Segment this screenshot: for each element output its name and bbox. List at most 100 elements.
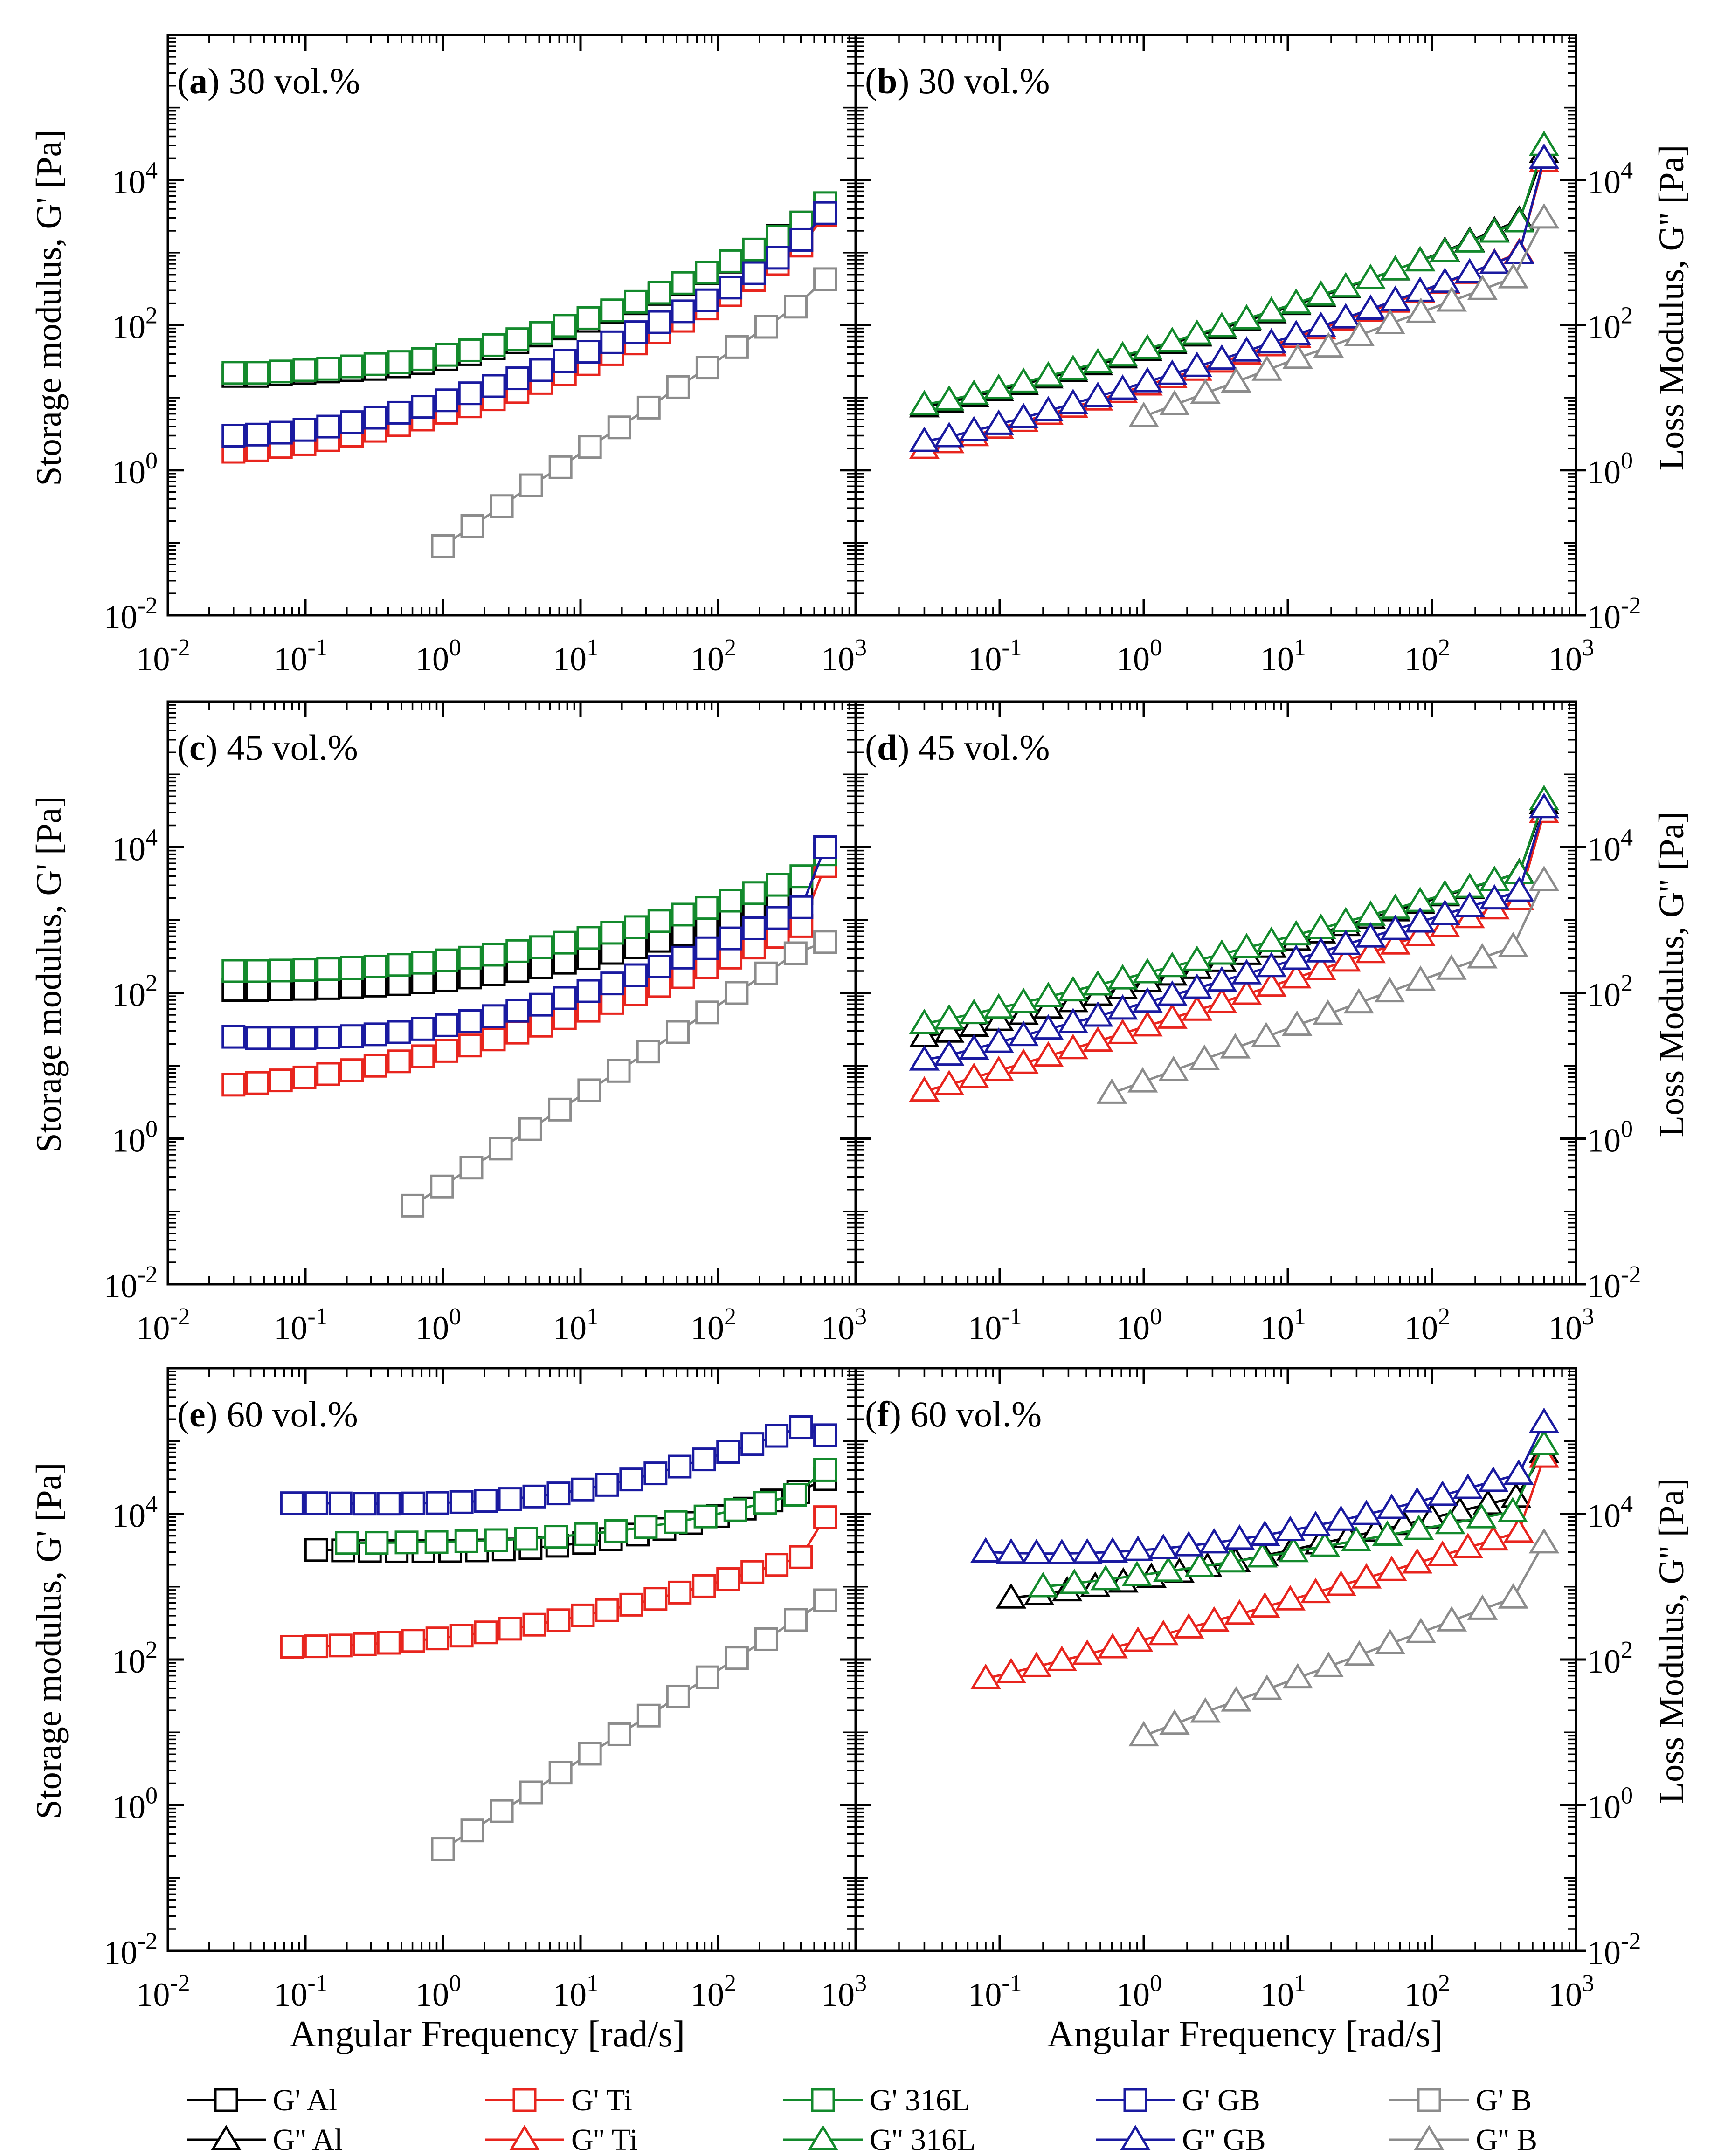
data-point xyxy=(595,1598,619,1622)
data-point xyxy=(1454,892,1485,917)
legend-item: G' GB xyxy=(1096,2083,1260,2117)
data-point xyxy=(1157,980,1188,1006)
data-point xyxy=(1402,1548,1433,1574)
data-point xyxy=(716,1440,740,1464)
x-tick-label: 100 xyxy=(415,1303,461,1347)
data-point xyxy=(1466,1503,1497,1529)
x-tick-label-exponent: 0 xyxy=(449,1970,461,1997)
data-point xyxy=(328,1633,353,1658)
data-point xyxy=(813,201,837,225)
data-point xyxy=(435,948,459,972)
x-tick-label: 10-1 xyxy=(274,1970,327,2013)
data-point xyxy=(723,1498,747,1522)
data-point xyxy=(1206,987,1237,1013)
data-point xyxy=(783,1482,807,1507)
series-b-316L xyxy=(909,131,1560,415)
data-point xyxy=(553,314,577,338)
data-point xyxy=(600,330,624,354)
data-point xyxy=(1033,396,1064,421)
data-point xyxy=(1216,1547,1246,1573)
x-tick-label-base: 10 xyxy=(821,1309,855,1347)
data-point xyxy=(269,359,293,384)
y-tick-label: 104 xyxy=(112,1491,158,1535)
data-point xyxy=(1046,1538,1078,1564)
x-tick-label: 101 xyxy=(1260,1303,1306,1347)
data-point xyxy=(1231,304,1262,330)
data-point xyxy=(909,1045,940,1071)
data-point xyxy=(1503,1459,1534,1485)
y-tick-label-exponent: -2 xyxy=(138,592,158,619)
data-point xyxy=(1498,262,1529,289)
data-point xyxy=(933,385,965,411)
y-tick-label-right: 10-2 xyxy=(1587,1928,1641,1971)
legend-marker xyxy=(811,2088,835,2112)
y-tick-label: 100 xyxy=(112,1116,158,1159)
data-point xyxy=(647,281,671,305)
data-point xyxy=(1071,1538,1103,1564)
data-point xyxy=(474,1489,498,1513)
legend-label: G' 316L xyxy=(870,2083,970,2117)
data-point xyxy=(671,922,695,946)
data-point xyxy=(671,902,695,927)
x-tick-label-exponent: 2 xyxy=(724,1970,736,1997)
x-tick-label: 103 xyxy=(821,634,867,678)
data-point xyxy=(435,388,459,413)
data-point xyxy=(1355,922,1386,948)
data-point xyxy=(529,358,553,382)
data-point xyxy=(1528,1528,1560,1554)
x-tick-label-exponent: 1 xyxy=(1294,1970,1306,1997)
x-tick-label-exponent: -2 xyxy=(170,1970,190,1997)
y-tick-label-right: 104 xyxy=(1587,1491,1633,1535)
data-point xyxy=(316,414,340,439)
data-point xyxy=(624,935,648,959)
data-point xyxy=(1173,1531,1204,1557)
data-point xyxy=(1107,964,1138,990)
data-point xyxy=(576,926,601,950)
data-point xyxy=(647,929,671,953)
data-point xyxy=(1033,1014,1064,1040)
series-d-B xyxy=(1096,865,1560,1104)
data-point xyxy=(643,1587,668,1611)
y-tick-label: 10-2 xyxy=(104,1928,158,1971)
panel-b-title: (b) 30 vol.% xyxy=(865,61,1050,101)
data-point xyxy=(458,1033,482,1058)
x-tick-label-base: 10 xyxy=(1404,1976,1438,2013)
data-point xyxy=(765,1553,789,1577)
data-point xyxy=(574,1522,598,1546)
x-tick-label: 10-1 xyxy=(968,634,1022,678)
data-point xyxy=(1033,1041,1064,1067)
y-tick-label-exponent: 4 xyxy=(145,825,158,851)
y-tick-label-right: 102 xyxy=(1587,970,1633,1013)
series-f-GB xyxy=(970,1407,1560,1564)
x-tick-label-base: 10 xyxy=(274,641,307,678)
x-tick-label-exponent: 0 xyxy=(1150,634,1162,661)
x-tick-label-base: 10 xyxy=(1548,1309,1582,1347)
panel-title-close: ) xyxy=(206,727,218,768)
data-point xyxy=(813,1423,837,1447)
data-point xyxy=(983,373,1014,400)
data-point xyxy=(1082,970,1113,996)
data-point xyxy=(401,1491,425,1515)
data-point xyxy=(1281,1010,1313,1036)
data-point xyxy=(1503,1517,1534,1543)
data-point xyxy=(245,422,270,447)
panel-e-title: (e) 60 vol.% xyxy=(177,1394,358,1434)
data-point xyxy=(789,227,814,252)
data-point xyxy=(1405,965,1436,991)
x-tick-label: 10-1 xyxy=(274,1303,327,1347)
x-tick-label: 10-1 xyxy=(968,1970,1022,2013)
data-point xyxy=(340,354,364,379)
data-point xyxy=(1275,1585,1306,1611)
data-point xyxy=(1021,1652,1052,1677)
data-point xyxy=(377,1631,401,1655)
legend-marker xyxy=(211,2125,242,2150)
left-axis-label-row2: Storage modulus, G' [Pa] xyxy=(29,796,69,1152)
data-point xyxy=(1498,931,1528,957)
data-point xyxy=(1403,1515,1434,1540)
data-point xyxy=(725,981,749,1005)
data-point xyxy=(553,986,577,1010)
legend-marker xyxy=(1120,2125,1151,2150)
legend-marker xyxy=(1123,2088,1147,2112)
data-point xyxy=(695,1665,719,1689)
